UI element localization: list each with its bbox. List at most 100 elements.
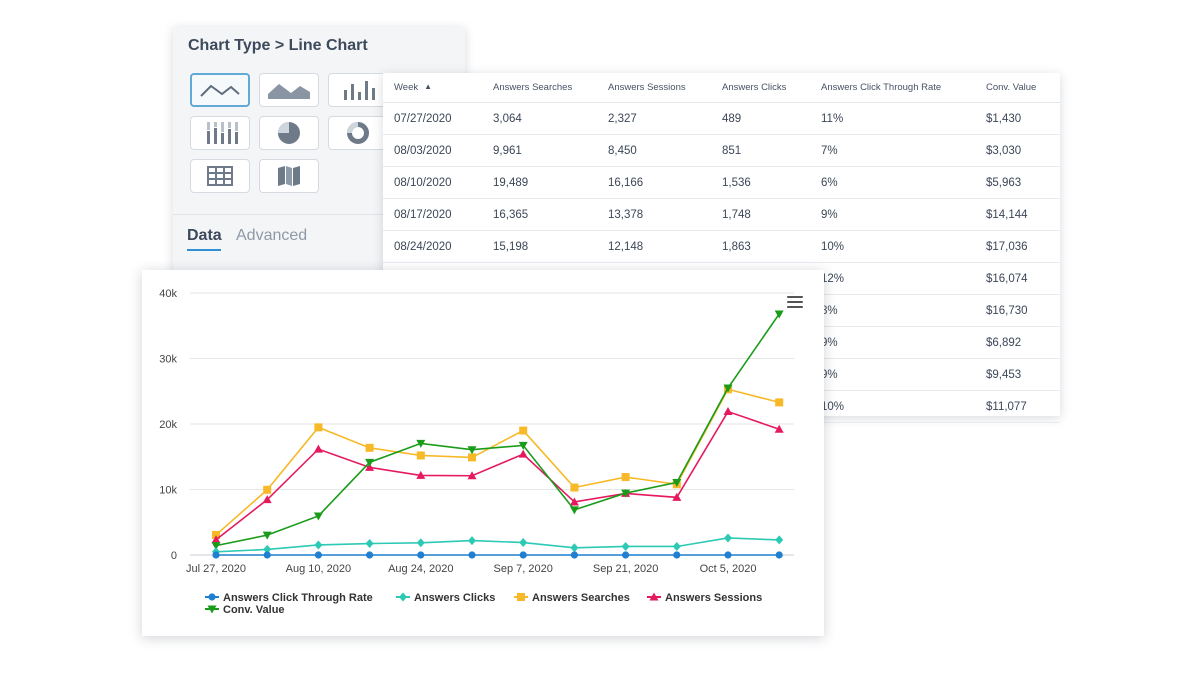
data-point — [366, 551, 374, 559]
table-cell: 16,166 — [597, 166, 711, 199]
data-point — [416, 439, 426, 448]
y-tick-label: 20k — [159, 419, 177, 431]
data-point — [724, 551, 732, 559]
line-chart-panel: 0 10k 20k 30k 40k Jul 27, 2020 Aug 10, 2020 Aug… — [142, 270, 824, 636]
line-chart: 0 10k 20k 30k 40k Jul 27, 2020 Aug 10, 2020 Aug… — [159, 288, 794, 616]
data-point — [519, 426, 528, 435]
data-point — [314, 551, 322, 559]
column-header-conv-value[interactable]: Conv. Value — [975, 73, 1060, 103]
table-cell: 19,489 — [482, 166, 597, 199]
data-point — [416, 470, 426, 479]
data-point — [519, 538, 528, 548]
data-point — [673, 551, 681, 559]
table-header-row: Week ▲ Answers Searches Answers Sessions … — [383, 73, 1060, 103]
legend-marker — [207, 605, 217, 614]
table-cell: 1,863 — [711, 230, 810, 263]
legend-label: Answers Sessions — [665, 592, 762, 604]
data-point — [468, 536, 476, 546]
tab-data[interactable]: Data — [187, 227, 222, 251]
donut-chart-icon — [347, 122, 369, 144]
table-row: 08/03/2020 9,961 8,450 851 7% $3,030 — [383, 134, 1060, 167]
table-cell: $5,963 — [975, 166, 1060, 199]
data-point — [314, 423, 323, 432]
pie-chart-icon — [278, 122, 300, 144]
chart-type-bar[interactable] — [328, 73, 388, 107]
data-point — [518, 441, 528, 450]
chart-type-pie[interactable] — [259, 116, 319, 150]
data-point — [211, 542, 221, 551]
chart-type-area[interactable] — [259, 73, 319, 107]
data-point — [314, 540, 323, 550]
data-point — [365, 539, 374, 549]
table-cell: $3,030 — [975, 134, 1060, 167]
table-row: 07/27/2020 3,064 2,327 489 11% $1,430 — [383, 102, 1060, 135]
data-point — [467, 471, 477, 480]
series-line — [215, 410, 780, 541]
table-cell: 9,961 — [482, 134, 597, 167]
table-cell: 9% — [810, 198, 975, 231]
data-point — [417, 551, 425, 559]
legend-marker — [649, 592, 659, 601]
data-point — [313, 444, 323, 453]
column-header-week[interactable]: Week ▲ — [383, 73, 482, 103]
bar-chart-icon — [344, 81, 375, 100]
legend-label: Answers Click Through Rate — [223, 592, 373, 604]
chart-type-donut[interactable] — [328, 116, 388, 150]
y-tick-label: 10k — [159, 485, 177, 497]
legend-marker — [208, 593, 216, 601]
column-header-answers-searches[interactable]: Answers Searches — [482, 73, 597, 103]
table-cell: $16,730 — [975, 294, 1060, 327]
data-point — [774, 310, 784, 319]
data-point — [775, 535, 784, 545]
chart-menu-icon[interactable] — [787, 296, 803, 309]
column-header-answers-clicks[interactable]: Answers Clicks — [711, 73, 810, 103]
tab-advanced[interactable]: Advanced — [236, 227, 308, 244]
series-line — [215, 313, 780, 547]
table-cell: 10% — [810, 390, 975, 423]
chart-type-table[interactable] — [190, 159, 250, 193]
chart-type-line[interactable] — [190, 73, 250, 107]
legend-label: Answers Clicks — [414, 592, 495, 604]
table-cell: 1,748 — [711, 198, 810, 231]
x-tick-label: Oct 5, 2020 — [700, 563, 757, 575]
table-cell: 3,064 — [482, 102, 597, 135]
table-cell: 8% — [810, 294, 975, 327]
stacked-bar-icon — [207, 122, 238, 144]
series-line — [215, 537, 780, 553]
data-point — [416, 451, 425, 460]
table-cell: 08/24/2020 — [383, 230, 482, 263]
chart-type-stacked-bar[interactable] — [190, 116, 250, 150]
data-point — [622, 551, 630, 559]
data-point — [263, 551, 271, 559]
table-cell: 1,536 — [711, 166, 810, 199]
table-cell: $14,144 — [975, 198, 1060, 231]
table-cell: 489 — [711, 102, 810, 135]
map-icon — [278, 166, 300, 186]
data-point — [365, 443, 374, 452]
data-point — [262, 495, 272, 504]
data-point — [569, 497, 579, 506]
data-point — [570, 483, 579, 492]
table-row: 08/17/2020 16,365 13,378 1,748 9% $14,144 — [383, 198, 1060, 231]
x-tick-label: Aug 10, 2020 — [286, 563, 351, 575]
sort-ascending-icon[interactable]: ▲ — [424, 82, 433, 91]
x-tick-label: Sep 21, 2020 — [593, 563, 658, 575]
table-cell: $11,077 — [975, 390, 1060, 423]
x-tick-label: Sep 7, 2020 — [494, 563, 553, 575]
data-point — [262, 531, 272, 540]
data-point — [723, 384, 733, 393]
data-point — [672, 541, 681, 551]
table-cell: 12% — [810, 262, 975, 295]
data-point — [723, 407, 733, 416]
data-point — [621, 473, 630, 482]
table-cell: 2,327 — [597, 102, 711, 135]
table-cell: 12,148 — [597, 230, 711, 263]
data-point — [365, 462, 375, 471]
column-header-answers-sessions[interactable]: Answers Sessions — [597, 73, 711, 103]
column-header-click-through-rate[interactable]: Answers Click Through Rate — [810, 73, 975, 103]
data-point — [672, 492, 682, 501]
table-cell: 8,450 — [597, 134, 711, 167]
table-cell: 08/10/2020 — [383, 166, 482, 199]
chart-type-map[interactable] — [259, 159, 319, 193]
data-point — [519, 551, 527, 559]
